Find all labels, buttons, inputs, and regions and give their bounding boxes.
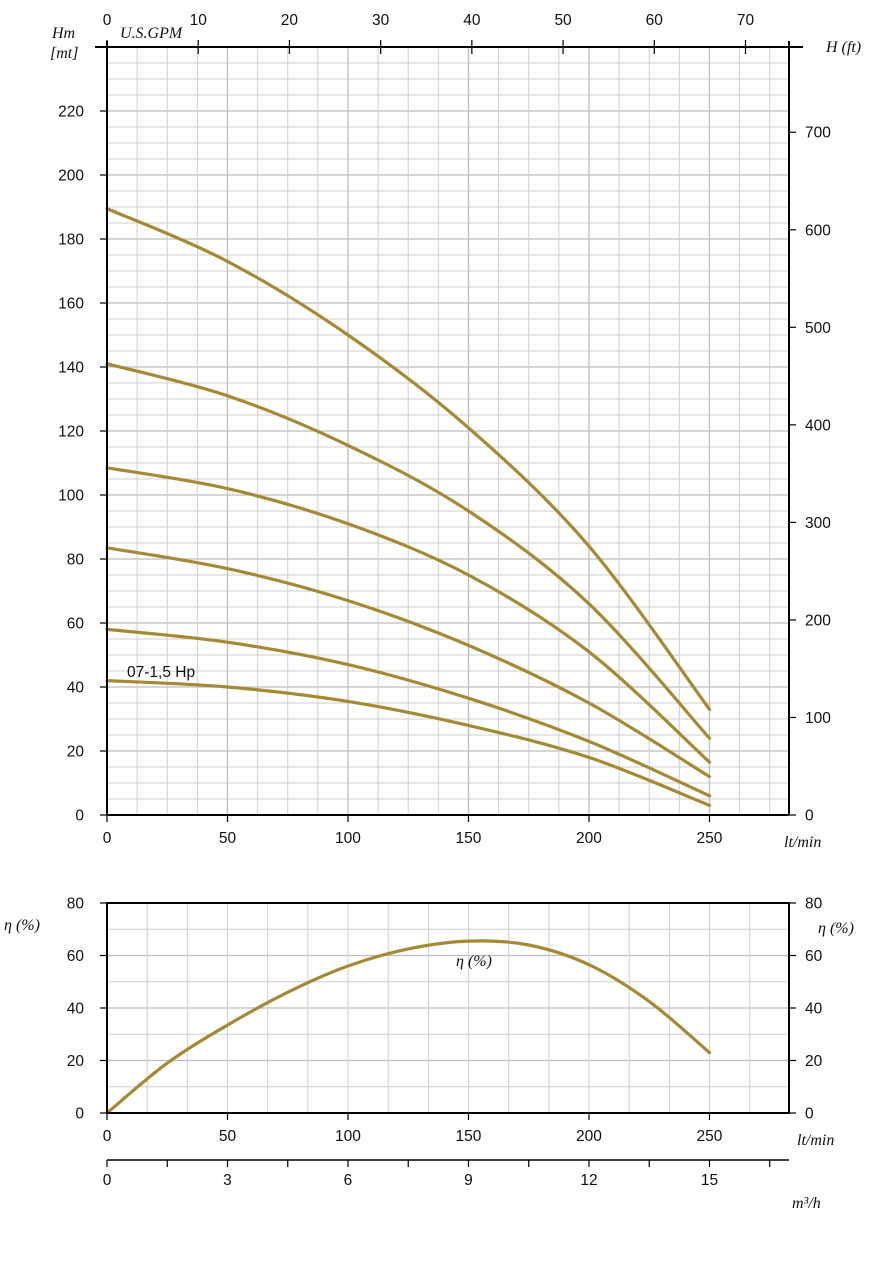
y-tick-label: 100 [58,488,84,505]
right-tick-label: 60 [805,948,823,965]
x-tick-label: 150 [456,1128,482,1145]
top-tick-label: 40 [463,12,481,29]
x-axis-title: lt/min [784,834,821,851]
efficiency-curve [105,939,712,1115]
y-axis-title-line2: [mt] [50,45,78,62]
right-axis-title: η (%) [818,920,854,937]
right-tick-label: 700 [805,125,831,142]
y-tick-label: 60 [67,616,85,633]
head-curve-6 [105,207,712,711]
x-axis-title: lt/min [797,1132,834,1149]
x-tick-label: 0 [103,830,112,847]
right-tick-label: 20 [805,1053,823,1070]
y-tick-label: 140 [58,360,84,377]
y-tick-label: 40 [67,680,85,697]
right-tick-label: 200 [805,612,831,629]
x-tick-label: 200 [576,1128,602,1145]
m3h-tick-label: 9 [464,1172,473,1189]
x-tick-label: 50 [219,1128,237,1145]
top-tick-label: 30 [372,12,390,29]
y-tick-label: 20 [67,1053,85,1070]
top-tick-label: 50 [554,12,572,29]
top-axis-title: U.S.GPM [120,25,184,42]
y-tick-label: 200 [58,168,84,185]
right-tick-label: 40 [805,1001,823,1018]
y-tick-label: 20 [67,744,85,761]
m3h-tick-label: 12 [580,1172,597,1189]
right-axis-title: H (ft) [825,39,861,56]
y-tick-label: 160 [58,296,84,313]
m3h-tick-label: 6 [344,1172,353,1189]
y-tick-label: 40 [67,1001,85,1018]
x-tick-label: 0 [103,1128,112,1145]
right-tick-label: 0 [805,1106,814,1123]
top-tick-label: 20 [281,12,299,29]
top-tick-label: 0 [103,12,112,29]
right-tick-label: 80 [805,896,823,913]
right-tick-label: 100 [805,710,831,727]
top-tick-label: 60 [646,12,664,29]
y-tick-label: 120 [58,424,84,441]
right-tick-label: 500 [805,320,831,337]
x-tick-label: 200 [576,830,602,847]
y-tick-label: 0 [75,808,84,825]
top-tick-label: 70 [737,12,755,29]
top-tick-label: 10 [190,12,208,29]
m3h-tick-label: 3 [223,1172,232,1189]
y-tick-label: 0 [75,1106,84,1123]
x-tick-label: 150 [456,830,482,847]
head-curve-3 [105,546,712,779]
head-curve-5 [105,362,712,740]
y-tick-label: 220 [58,104,84,121]
head-curve-2 [105,627,712,798]
y-tick-label: 80 [67,552,85,569]
m3h-axis-title: m³/h [792,1195,821,1212]
x-tick-label: 100 [335,830,361,847]
m3h-tick-label: 15 [701,1172,718,1189]
x-tick-label: 50 [219,830,237,847]
right-tick-label: 600 [805,222,831,239]
y-tick-label: 60 [67,948,85,965]
head-curve-4 [105,466,712,764]
y-tick-label: 180 [58,232,84,249]
y-axis-title-line1: Hm [51,25,75,42]
x-tick-label: 250 [697,1128,723,1145]
y-tick-label: 80 [67,896,85,913]
x-tick-label: 100 [335,1128,361,1145]
y-axis-title: η (%) [4,917,40,934]
m3h-tick-label: 0 [103,1172,112,1189]
right-tick-label: 400 [805,417,831,434]
right-tick-label: 0 [805,808,814,825]
right-tick-label: 300 [805,515,831,532]
curve-label: 07-1,5 Hp [127,664,195,681]
head-curve-1 [105,679,712,807]
x-tick-label: 250 [697,830,723,847]
curve-label: η (%) [456,953,492,970]
